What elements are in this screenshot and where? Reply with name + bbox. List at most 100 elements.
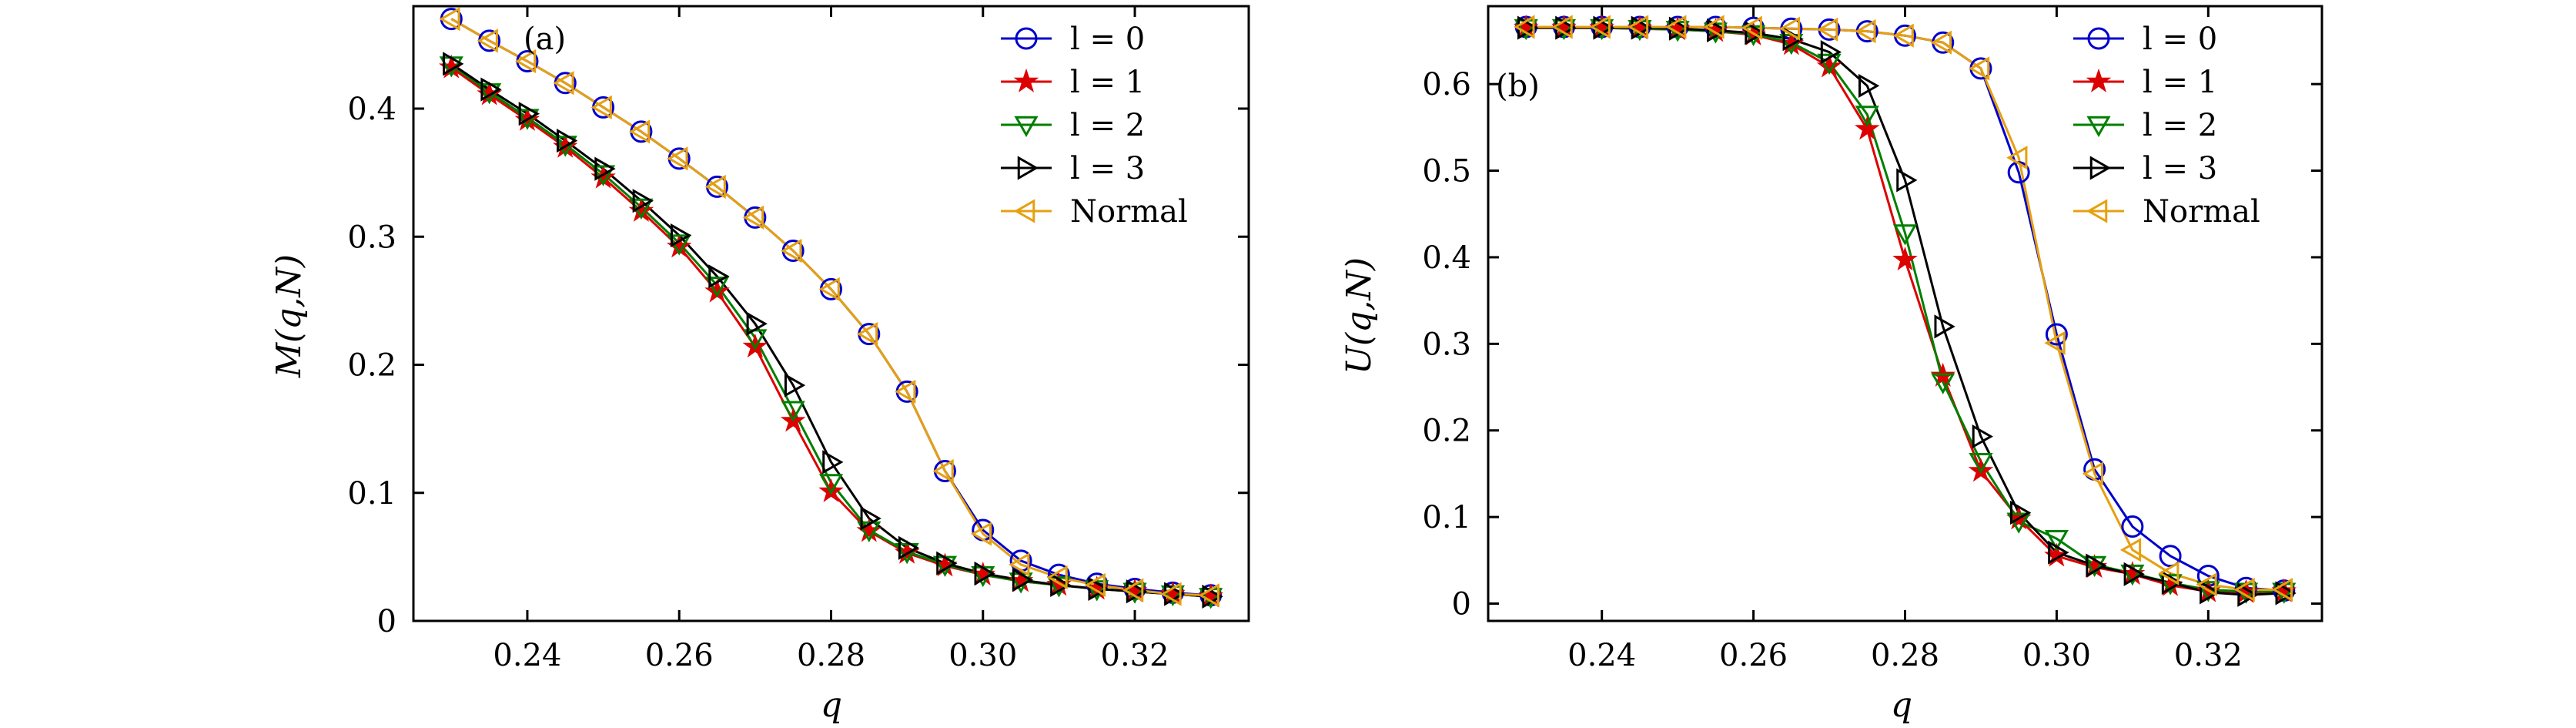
data-point-l2 <box>895 542 919 565</box>
legend-label-l1: l = 1 <box>2143 65 2217 100</box>
data-point-normal <box>1084 572 1106 598</box>
legend-swatch-marker <box>1013 199 1035 223</box>
data-point-l2 <box>553 136 577 157</box>
panel-b-x-axis-title: q <box>1891 686 1912 725</box>
data-point-normal <box>1703 15 1725 39</box>
y-tick-label: 0.2 <box>1422 414 1471 449</box>
series-line-normal <box>450 18 1211 597</box>
data-point-l3 <box>443 52 464 76</box>
data-point-normal <box>895 379 916 404</box>
data-point-normal <box>1589 15 1611 39</box>
data-point-l3 <box>1934 314 1955 339</box>
series-line-l3 <box>450 62 1211 598</box>
legend-swatch-marker <box>2086 68 2112 92</box>
data-point-l2 <box>1969 452 1993 475</box>
legend-swatch-marker <box>1014 116 1039 138</box>
data-point-l3 <box>1896 168 1918 193</box>
legend-swatch-marker <box>1013 68 1039 92</box>
legend-label-l2: l = 2 <box>2143 108 2217 143</box>
data-point-l1 <box>1892 247 1918 271</box>
panel-b-chart: 0.24 0.26 0.28 0.30 0.3200.10.20.30.40.50.6 … <box>1340 5 2323 725</box>
data-point-normal <box>781 238 802 263</box>
data-point-normal <box>2006 146 2028 170</box>
data-point-l3 <box>2123 562 2145 586</box>
data-point-l0 <box>2159 545 2182 568</box>
data-point-l3 <box>557 128 578 153</box>
legend-swatch-marker <box>2086 199 2108 223</box>
y-tick-label: 0.3 <box>1422 327 1471 362</box>
y-tick-label: 0.5 <box>1422 154 1471 190</box>
legend-label-normal: Normal <box>2143 194 2260 230</box>
legend-swatch-marker <box>2086 116 2111 138</box>
y-tick-label: 0.1 <box>1422 500 1471 535</box>
x-tick-label: 0.26 <box>1719 638 1788 673</box>
x-tick-label: 0.26 <box>645 638 714 673</box>
panel-a-series-markers <box>439 7 1223 609</box>
data-point-normal <box>1122 578 1144 602</box>
data-point-normal <box>1892 23 1914 48</box>
data-point-normal <box>1046 565 1068 590</box>
panel-b-y-axis-title: U(q,N) <box>1340 257 1379 374</box>
legend-label-l3: l = 3 <box>2143 151 2217 186</box>
data-point-normal <box>1817 17 1838 42</box>
data-point-l2 <box>2196 581 2220 602</box>
data-point-l3 <box>974 561 995 586</box>
data-point-l3 <box>2237 582 2259 607</box>
y-tick-label: 0 <box>377 604 396 639</box>
legend-swatch-marker <box>1017 156 1039 180</box>
data-point-l2 <box>1817 53 1842 75</box>
data-point-normal <box>1198 583 1219 608</box>
x-tick-label: 0.30 <box>948 638 1017 673</box>
data-point-l0 <box>2235 576 2258 599</box>
data-point-normal <box>439 7 460 32</box>
data-point-l3 <box>2009 500 2032 525</box>
data-point-l3 <box>2200 580 2221 605</box>
panel-b-label: (b) <box>1496 69 1540 104</box>
data-point-normal <box>818 277 840 301</box>
data-point-normal <box>742 205 764 230</box>
data-point-l2 <box>857 521 882 542</box>
data-point-l3 <box>632 189 654 213</box>
data-point-normal <box>667 146 688 171</box>
data-point-l2 <box>2044 529 2069 552</box>
data-point-l3 <box>860 506 882 531</box>
legend-label-l0: l = 0 <box>1070 22 1145 57</box>
legend-label-l2: l = 2 <box>1070 108 1145 143</box>
data-point-l3 <box>2275 581 2297 606</box>
data-point-l3 <box>518 102 540 126</box>
legend-swatch-marker <box>1015 27 1038 50</box>
data-point-l3 <box>1012 568 1034 592</box>
data-point-l3 <box>2048 540 2069 565</box>
data-point-normal <box>1930 30 1952 55</box>
x-tick-label: 0.24 <box>1567 638 1636 673</box>
data-point-l3 <box>2086 553 2107 578</box>
data-point-l3 <box>1088 576 1109 602</box>
data-point-l3 <box>1050 572 1072 598</box>
legend-swatch-marker <box>2089 156 2112 180</box>
data-point-l1 <box>1855 116 1880 140</box>
data-point-normal <box>856 322 878 347</box>
data-point-normal <box>704 174 726 199</box>
data-point-l2 <box>515 109 540 130</box>
data-point-normal <box>1778 16 1801 41</box>
y-tick-label: 0 <box>1452 587 1471 622</box>
panel-a-label: (a) <box>524 22 566 57</box>
y-tick-label: 0.6 <box>1422 67 1471 102</box>
data-point-l3 <box>898 535 920 560</box>
panel-a-x-axis-title: q <box>821 686 842 725</box>
data-point-l2 <box>704 277 730 298</box>
data-point-l3 <box>594 156 616 181</box>
legend-label-l3: l = 3 <box>1070 151 1145 186</box>
data-point-normal <box>2196 572 2217 597</box>
x-tick-label: 0.28 <box>797 638 865 673</box>
data-point-l0 <box>2121 515 2144 538</box>
data-point-l3 <box>1972 424 1993 449</box>
data-point-l3 <box>2161 570 2183 595</box>
data-point-normal <box>1968 56 1990 81</box>
data-point-l2 <box>1160 585 1185 607</box>
panel-b-legend: l = 0 l = 1 l = 2 l = 3 Normal <box>2073 22 2260 230</box>
data-point-l3 <box>784 373 806 398</box>
data-point-l2 <box>1931 373 1955 394</box>
